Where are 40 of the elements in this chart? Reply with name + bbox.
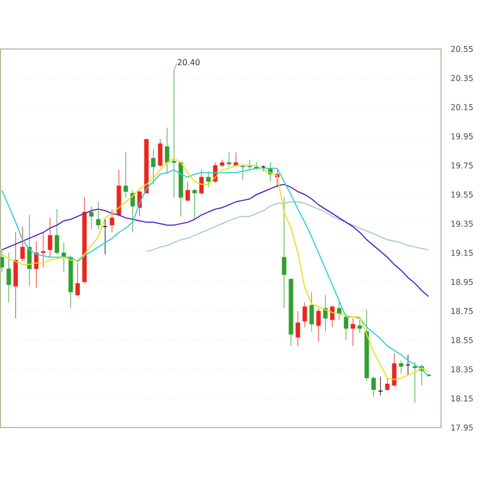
candlestick <box>186 181 190 202</box>
candlestick <box>54 209 60 255</box>
candlestick <box>75 262 80 298</box>
candlestick <box>48 218 52 258</box>
candlestick <box>309 292 314 332</box>
candlestick <box>124 152 128 198</box>
line-series <box>146 202 430 252</box>
candlestick <box>40 232 46 268</box>
candlestick <box>371 376 376 398</box>
candlestick <box>164 128 170 175</box>
candlestick <box>392 353 396 388</box>
candlestick <box>226 152 232 168</box>
candlestick <box>316 308 321 342</box>
candlestick <box>323 294 328 332</box>
candlestick <box>358 320 362 334</box>
candlestick <box>302 302 307 328</box>
candlestick <box>102 219 108 255</box>
candlestick <box>27 214 32 287</box>
candlestick <box>130 190 135 233</box>
candlestick <box>350 318 356 347</box>
candlestick <box>282 197 286 309</box>
candlestick <box>336 302 342 320</box>
candlestick <box>234 152 238 168</box>
candlestick <box>151 149 156 185</box>
candlestick <box>296 311 300 347</box>
candlestick <box>20 226 25 262</box>
candlestick <box>385 378 390 392</box>
candlestick <box>199 170 204 196</box>
candlestick <box>6 252 11 303</box>
candlestick <box>206 171 211 188</box>
candlestick <box>192 188 197 220</box>
candlestick <box>406 354 410 376</box>
candlestick <box>89 206 94 230</box>
candlestick <box>398 360 404 374</box>
candlestick <box>110 209 114 233</box>
candlestick <box>412 362 418 404</box>
candlestick <box>344 314 348 341</box>
candlestick <box>96 202 100 230</box>
candlestick <box>330 305 334 328</box>
candlestick <box>158 139 162 168</box>
